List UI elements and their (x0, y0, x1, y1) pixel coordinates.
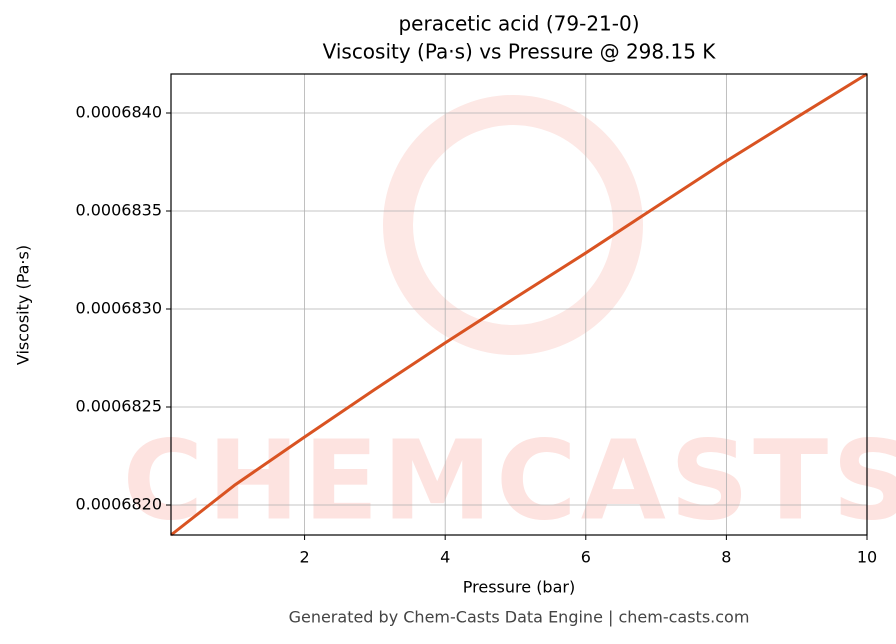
x-tick-label: 6 (581, 548, 591, 567)
y-tick-label: 0.0006835 (75, 201, 162, 220)
plot-frame (170, 73, 868, 536)
watermark: CHEMCASTS (123, 416, 896, 544)
x-tick-label: 2 (299, 548, 309, 567)
footer: Generated by Chem-Casts Data Engine | ch… (289, 608, 750, 627)
watermark-logo (383, 95, 643, 355)
chart-title: peracetic acid (79-21-0) (398, 12, 639, 36)
x-tick-label: 4 (440, 548, 450, 567)
x-tick-label: 10 (857, 548, 877, 567)
y-tick-label: 0.0006830 (75, 298, 162, 317)
y-tick-label: 0.0006820 (75, 494, 162, 513)
y-tick-label: 0.0006840 (75, 103, 162, 122)
y-axis-label: Viscosity (Pa·s) (14, 245, 33, 365)
y-tick-label: 0.0006825 (75, 396, 162, 415)
chart-subtitle: Viscosity (Pa·s) vs Pressure @ 298.15 K (323, 40, 717, 64)
x-tick-label: 8 (721, 548, 731, 567)
data-line (170, 72, 868, 537)
x-axis-label: Pressure (bar) (463, 578, 575, 597)
